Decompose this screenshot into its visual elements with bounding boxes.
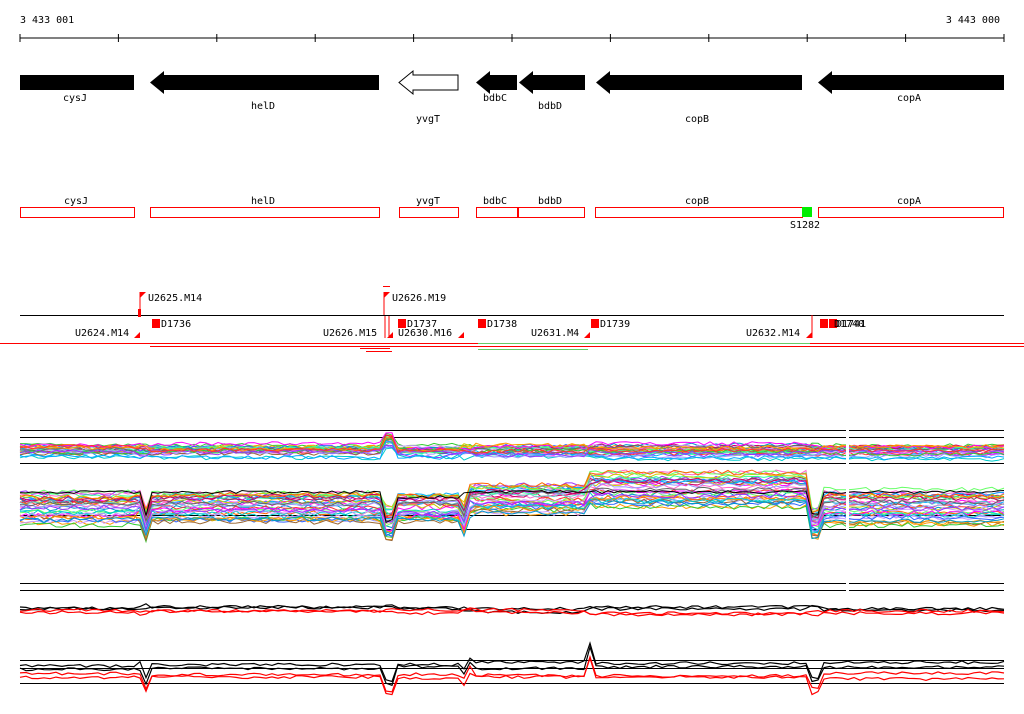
- gene-label-yvgt: yvgT: [416, 114, 440, 125]
- site-marker-label: S1282: [790, 220, 820, 231]
- transcript-label-u2631[interactable]: U2631.M4: [531, 328, 579, 339]
- gene-arrow-copb[interactable]: [596, 71, 802, 94]
- transcript-label-u2626[interactable]: U2626.M19: [392, 293, 446, 304]
- expression-panel-multi: [19, 425, 1005, 545]
- transcript-track: U2625.M14 U2626.M19 U2624.M14 U2626.M15 …: [0, 286, 1024, 352]
- lower-profile-line: [19, 488, 1005, 529]
- gene-label-held: helD: [251, 101, 275, 112]
- panel1-gap: [846, 425, 849, 545]
- gene-label-copb: copB: [685, 114, 709, 125]
- transcript-label-u2625[interactable]: U2625.M14: [148, 293, 202, 304]
- terminator-u2631: [584, 332, 590, 338]
- summary-upper-line: [19, 608, 1005, 617]
- lower-profile-line: [19, 492, 1005, 532]
- site-marker[interactable]: [802, 207, 812, 217]
- expression-profile-lines: [19, 432, 1005, 544]
- gene-arrow-copa[interactable]: [818, 71, 1004, 94]
- terminator-u2626: [387, 332, 393, 338]
- gene-box-copa[interactable]: [818, 207, 1004, 218]
- ruler-end-label: 3 443 000: [946, 15, 1000, 26]
- lower-profile-line: [19, 470, 1005, 514]
- ruler-start-label: 3 433 001: [20, 15, 74, 26]
- site-box-d1741: [829, 319, 837, 328]
- panel2-gap: [846, 578, 849, 594]
- gene-box-label-bdbd: bdbD: [538, 196, 562, 207]
- gene-label-bdbd: bdbD: [538, 101, 562, 112]
- transcript-label-u2626b[interactable]: U2626.M15: [323, 328, 377, 339]
- ruler-ticks: [19, 34, 1005, 42]
- gene-box-held[interactable]: [150, 207, 380, 218]
- gene-arrow-bdbc[interactable]: [476, 71, 517, 94]
- gene-track: cysJ helD yvgT bdbC bdbD copB copA: [20, 69, 1004, 125]
- site-label-d1739[interactable]: D1739: [600, 319, 630, 330]
- gene-box-label-bdbc: bdbC: [483, 196, 507, 207]
- site-box-d1736: [152, 319, 160, 328]
- lower-profile-line: [19, 469, 1005, 517]
- summary-lower-line: [19, 641, 1005, 683]
- terminator-u2630: [458, 332, 464, 338]
- gene-box-label-held: helD: [251, 196, 275, 207]
- site-label-d1737[interactable]: D1737: [407, 319, 437, 330]
- lower-profile-line: [19, 486, 1005, 523]
- lower-profile-line: [19, 498, 1005, 542]
- site-box-d1737: [398, 319, 406, 328]
- transcript-label-u2630[interactable]: U2630.M16: [398, 328, 452, 339]
- gene-arrow-cysj[interactable]: [20, 75, 134, 90]
- site-box-d1740: [820, 319, 828, 328]
- upper-profile-line: [19, 434, 1005, 454]
- upper-profile-line: [19, 440, 1005, 461]
- lower-profile-line: [19, 476, 1005, 519]
- transcript-label-u2632[interactable]: U2632.M14: [746, 328, 800, 339]
- gene-box-copb[interactable]: [595, 207, 803, 218]
- gene-arrow-bdbd[interactable]: [519, 71, 585, 94]
- lower-profile-line: [19, 488, 1005, 523]
- terminator-u2624: [134, 332, 140, 338]
- gene-box-yvgt[interactable]: [399, 207, 459, 218]
- tss-flag-u2625: [140, 292, 146, 298]
- gene-arrow-yvgt[interactable]: [398, 69, 459, 96]
- gene-box-bdbd[interactable]: [518, 207, 585, 218]
- lower-profile-line: [19, 499, 1005, 539]
- gene-box-labels: cysJ helD yvgT bdbC bdbD copB copA: [64, 196, 921, 207]
- gene-label-cysj: cysJ: [63, 93, 87, 104]
- gene-box-label-copa: copA: [897, 196, 921, 207]
- terminator-u2632: [806, 332, 812, 338]
- site-label-d1736[interactable]: D1736: [161, 319, 191, 330]
- upper-profile-line: [19, 437, 1005, 453]
- gene-box-cysj[interactable]: [20, 207, 135, 218]
- site-label-d1740[interactable]: D1740: [834, 319, 864, 330]
- gene-box-track: [20, 207, 1004, 218]
- tss-flag-u2626: [384, 292, 390, 298]
- gene-arrow-held[interactable]: [150, 71, 379, 94]
- tss-box-u2625: [138, 309, 141, 317]
- gene-box-label-cysj: cysJ: [64, 196, 88, 207]
- summary-lower-line: [19, 644, 1005, 687]
- site-box-d1739: [591, 319, 599, 328]
- lower-profile-line: [19, 483, 1005, 528]
- summary-lower-line: [19, 654, 1005, 693]
- gene-label-bdbc: bdbC: [483, 93, 507, 104]
- gene-box-label-yvgt: yvgT: [416, 196, 440, 207]
- expression-panel-summary: [19, 578, 1005, 696]
- transcript-label-u2624[interactable]: U2624.M14: [75, 328, 129, 339]
- site-label-d1738[interactable]: D1738: [487, 319, 517, 330]
- site-label-d1741[interactable]: D1741: [836, 319, 866, 330]
- gene-box-bdbc[interactable]: [476, 207, 518, 218]
- site-box-d1738: [478, 319, 486, 328]
- summary-upper-line: [19, 607, 1005, 616]
- summary-lower-line: [19, 656, 1005, 696]
- gene-label-copa: copA: [897, 93, 921, 104]
- summary-profile-lines: [19, 603, 1005, 696]
- reference-profile-line: [19, 489, 1005, 524]
- gene-box-label-copb: copB: [685, 196, 709, 207]
- coordinate-ruler: 3 433 001 3 443 000: [19, 15, 1005, 42]
